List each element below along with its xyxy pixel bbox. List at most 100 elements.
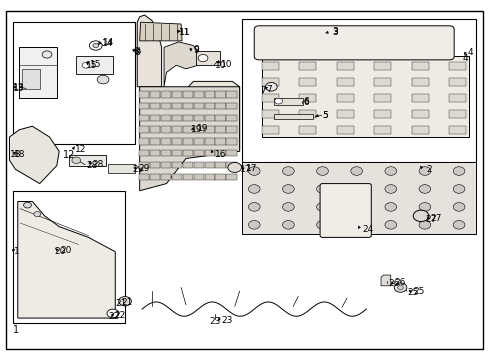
Polygon shape <box>18 202 115 318</box>
Circle shape <box>198 54 207 62</box>
Circle shape <box>384 203 396 211</box>
Bar <box>193 174 204 180</box>
Bar <box>373 126 390 134</box>
Text: 13: 13 <box>13 84 24 93</box>
Text: 6: 6 <box>303 98 308 107</box>
Polygon shape <box>242 162 475 234</box>
Bar <box>193 138 204 145</box>
Polygon shape <box>188 81 239 149</box>
Bar <box>160 138 171 145</box>
Bar <box>336 62 353 69</box>
Bar <box>448 78 466 86</box>
Circle shape <box>418 203 430 211</box>
Circle shape <box>107 309 119 318</box>
Bar <box>448 126 466 134</box>
Bar <box>182 174 193 180</box>
Bar <box>171 162 182 168</box>
Bar <box>226 114 237 121</box>
Bar <box>299 110 316 118</box>
Bar <box>411 94 428 102</box>
Bar <box>226 174 237 180</box>
Bar <box>171 174 182 180</box>
Bar <box>448 94 466 102</box>
Text: 2: 2 <box>425 166 430 175</box>
Circle shape <box>23 202 31 208</box>
Text: 18: 18 <box>9 150 21 159</box>
Bar <box>139 103 149 109</box>
Polygon shape <box>163 42 200 87</box>
Bar <box>160 91 171 98</box>
Bar <box>182 138 193 145</box>
Circle shape <box>397 285 403 290</box>
Circle shape <box>93 43 99 48</box>
Bar <box>193 103 204 109</box>
Bar <box>416 212 426 220</box>
Text: 17: 17 <box>239 165 251 174</box>
Bar <box>215 91 226 98</box>
Circle shape <box>452 203 464 211</box>
Bar <box>215 103 226 109</box>
Text: 15: 15 <box>90 60 101 69</box>
Bar <box>171 114 182 121</box>
Circle shape <box>282 167 294 175</box>
Circle shape <box>282 203 294 211</box>
Circle shape <box>119 297 131 306</box>
Circle shape <box>89 41 102 50</box>
Bar <box>149 126 160 133</box>
Text: 27: 27 <box>430 214 441 223</box>
Bar <box>139 114 149 121</box>
Bar <box>215 138 226 145</box>
Bar <box>193 114 204 121</box>
Text: 1: 1 <box>14 247 20 256</box>
Bar <box>171 91 182 98</box>
Bar <box>336 94 353 102</box>
Bar <box>204 174 215 180</box>
Text: 4: 4 <box>461 54 467 63</box>
Circle shape <box>82 62 90 68</box>
Bar <box>182 91 193 98</box>
Bar <box>336 110 353 118</box>
Bar <box>273 114 312 119</box>
Bar <box>226 162 237 168</box>
Circle shape <box>452 167 464 175</box>
Bar <box>373 78 390 86</box>
FancyBboxPatch shape <box>320 184 370 237</box>
Bar <box>149 114 160 121</box>
Bar <box>195 51 220 65</box>
Bar <box>261 126 278 134</box>
Text: 20: 20 <box>60 246 71 255</box>
Bar <box>13 191 125 323</box>
Circle shape <box>350 167 362 175</box>
Bar <box>139 91 149 98</box>
Bar <box>13 22 135 144</box>
Circle shape <box>248 221 260 229</box>
Bar <box>149 150 160 157</box>
Text: 9: 9 <box>193 46 199 55</box>
FancyBboxPatch shape <box>254 26 453 60</box>
Circle shape <box>227 162 241 172</box>
Bar <box>182 126 193 133</box>
Circle shape <box>274 98 282 104</box>
Circle shape <box>418 221 430 229</box>
Bar <box>273 98 303 105</box>
Text: 7: 7 <box>266 85 272 94</box>
Polygon shape <box>140 22 182 41</box>
Text: 3: 3 <box>331 28 337 37</box>
Circle shape <box>384 167 396 175</box>
Polygon shape <box>140 87 239 191</box>
Text: 28: 28 <box>92 160 103 169</box>
Text: 12: 12 <box>62 150 75 160</box>
Bar <box>204 91 215 98</box>
Text: 15: 15 <box>86 61 97 70</box>
Text: 21: 21 <box>115 299 126 308</box>
Text: 5: 5 <box>322 111 327 120</box>
Circle shape <box>350 203 362 211</box>
Text: 21: 21 <box>122 298 133 307</box>
Bar <box>242 19 475 162</box>
Text: 1: 1 <box>13 325 19 335</box>
Bar <box>182 103 193 109</box>
Text: 6: 6 <box>303 97 308 106</box>
Text: 12: 12 <box>75 145 86 154</box>
Text: 24: 24 <box>362 225 373 234</box>
Text: 8: 8 <box>134 48 139 57</box>
